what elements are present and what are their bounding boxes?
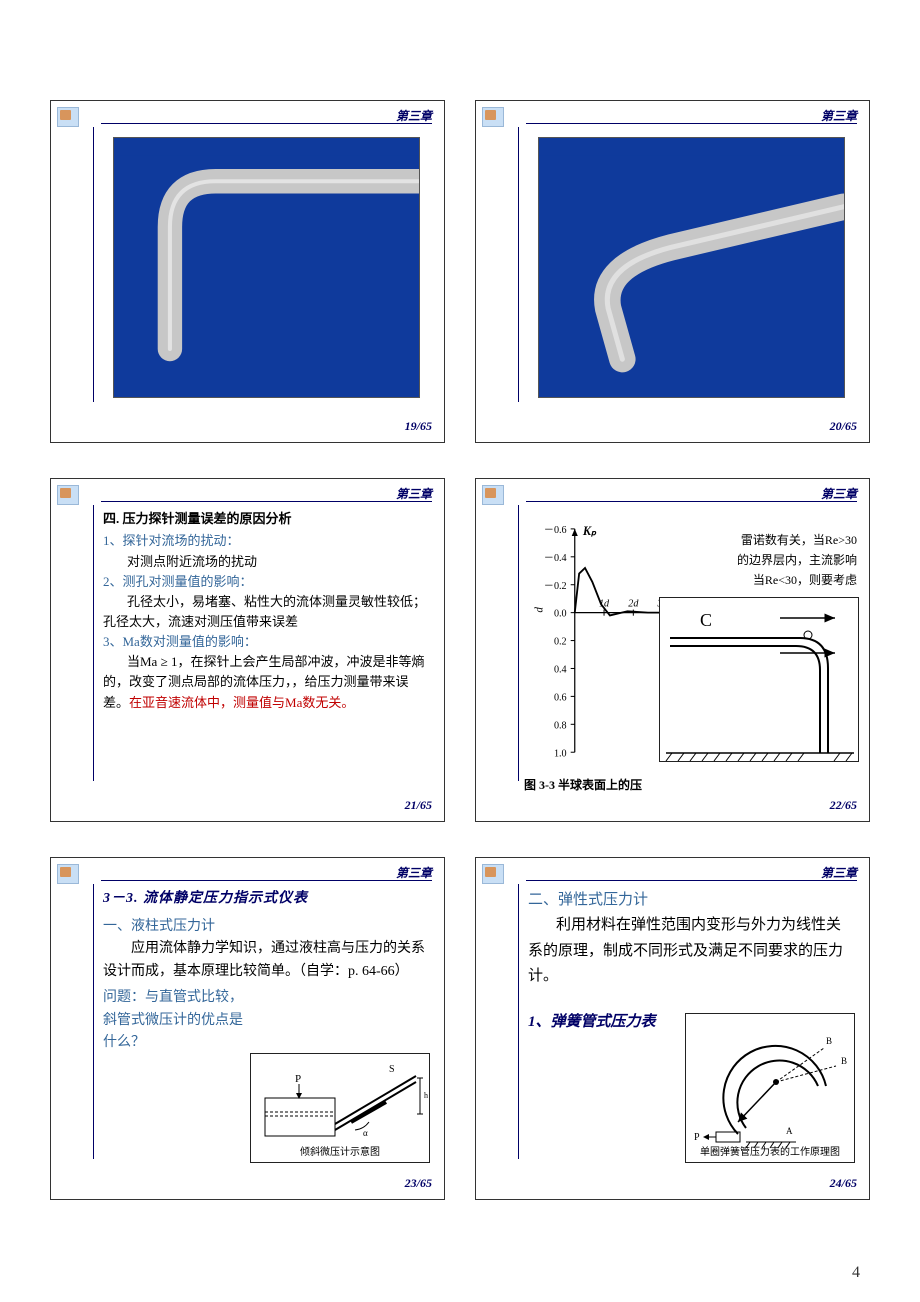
chart-caption: 图 3-3 半球表面上的压 <box>524 776 642 793</box>
svg-text:B: B <box>826 1036 832 1046</box>
svg-text:S: S <box>389 1064 395 1075</box>
reynolds-text-a: 雷诺数有关，当Re>30 <box>741 531 857 548</box>
chapter-label: 第三章 <box>396 485 432 502</box>
slide-pagination: 22/65 <box>830 798 857 813</box>
bourdon-tube-diagram: P A B B 单圈弹簧管压力表的工作原 <box>685 1013 855 1163</box>
divider-horizontal <box>101 880 432 881</box>
slide-content: 四. 压力探针测量误差的原因分析 1、探针对流场的扰动： 对测点附近流场的扰动 … <box>103 509 430 790</box>
slide-decor-icon <box>482 485 504 505</box>
chapter-label: 第三章 <box>396 107 432 124</box>
svg-text:－0.6: －0.6 <box>544 525 567 536</box>
svg-text:0.8: 0.8 <box>554 721 567 732</box>
svg-text:0.2: 0.2 <box>554 637 567 648</box>
probe-c-inset: C <box>659 597 859 762</box>
slide-decor-icon <box>482 864 504 884</box>
divider-horizontal <box>526 123 857 124</box>
reynolds-text-c: 当Re<30，则要考虑 <box>753 571 857 588</box>
subsection-heading: 二、弹性式压力计 <box>528 888 855 914</box>
divider-vertical <box>93 127 94 402</box>
probe-tip-illustration <box>539 138 844 397</box>
svg-text:－0.2: －0.2 <box>544 581 567 592</box>
svg-text:P: P <box>295 1073 301 1085</box>
slide-pagination: 19/65 <box>405 419 432 434</box>
page-number: 4 <box>852 1264 860 1282</box>
slide-decor-icon <box>57 864 79 884</box>
bourdon-svg: P A B B <box>686 1014 856 1164</box>
subsection-heading: 一、液柱式压力计 <box>103 916 430 938</box>
section-heading: 3－3. 流体静定压力指示式仪表 <box>103 888 430 910</box>
divider-horizontal <box>101 501 432 502</box>
chapter-label: 第三章 <box>821 107 857 124</box>
section-title: 四. 压力探针测量误差的原因分析 <box>103 509 430 529</box>
chapter-label: 第三章 <box>821 864 857 881</box>
svg-text:0.4: 0.4 <box>554 665 567 676</box>
page: 第三章 19/65 第三章 <box>0 0 920 1302</box>
svg-text:1.0: 1.0 <box>554 749 567 760</box>
chapter-label: 第三章 <box>396 864 432 881</box>
slide-23: 第三章 3－3. 流体静定压力指示式仪表 一、液柱式压力计 应用流体静力学知识，… <box>50 857 445 1200</box>
svg-text:－0.4: －0.4 <box>544 553 567 564</box>
svg-text:0.0: 0.0 <box>554 609 567 620</box>
slide-decor-icon <box>57 107 79 127</box>
probe-illustration <box>114 138 419 397</box>
point-1-body: 对测点附近流场的扰动 <box>103 552 430 572</box>
slide-grid: 第三章 19/65 第三章 <box>50 100 870 1200</box>
svg-text:Kₚ: Kₚ <box>582 524 597 538</box>
divider-vertical <box>93 884 94 1159</box>
svg-text:2d: 2d <box>628 599 639 610</box>
svg-text:B: B <box>841 1056 847 1066</box>
point-2-body: 孔径太小，易堵塞、粘性大的流体测量灵敏性较低；孔径太大，流速对测压值带来误差 <box>103 592 430 632</box>
slide-pagination: 24/65 <box>830 1176 857 1191</box>
c-label: C <box>700 610 712 630</box>
slide-19: 第三章 19/65 <box>50 100 445 443</box>
svg-text:h: h <box>424 1091 428 1100</box>
svg-text:A: A <box>786 1126 793 1136</box>
body-text: 利用材料在弹性范围内变形与外力为线性关系的原理，制成不同形式及满足不同要求的压力… <box>528 913 855 990</box>
point-2-head: 2、测孔对测量值的影响： <box>103 572 430 592</box>
slide-decor-icon <box>482 107 504 127</box>
slide-pagination: 23/65 <box>405 1176 432 1191</box>
divider-vertical <box>518 127 519 402</box>
question-block: 问题：与直管式比较，斜管式微压计的优点是什么？ <box>103 987 253 1054</box>
divider-horizontal <box>526 501 857 502</box>
question-label: 问题： <box>103 990 145 1005</box>
slide-20: 第三章 20/65 <box>475 100 870 443</box>
slide-decor-icon <box>57 485 79 505</box>
point-1-head: 1、探针对流场的扰动： <box>103 531 430 551</box>
body-text: 应用流体静力学知识，通过液柱高与压力的关系设计而成，基本原理比较简单。（自学：p… <box>103 938 430 983</box>
svg-text:0.6: 0.6 <box>554 693 567 704</box>
svg-text:α: α <box>363 1128 368 1138</box>
divider-horizontal <box>101 123 432 124</box>
slide-pagination: 20/65 <box>830 419 857 434</box>
slide-pagination: 21/65 <box>405 798 432 813</box>
inclined-manometer-diagram: P α S h 倾斜 <box>250 1053 430 1163</box>
diagram-caption: 单圈弹簧管压力表的工作原理图 <box>686 1143 854 1158</box>
chapter-label: 第三章 <box>821 485 857 502</box>
divider-vertical <box>518 505 519 780</box>
svg-text:d: d <box>533 607 545 613</box>
slide-22: 第三章 Kₚ－0.6－0.4－0.20.00.20.40.60.81.01d2d… <box>475 478 870 821</box>
divider-vertical <box>93 505 94 780</box>
divider-horizontal <box>526 880 857 881</box>
point-3-body-b: 在亚音速流体中，测量值与Ma数无关。 <box>129 695 354 710</box>
diagram-caption: 倾斜微压计示意图 <box>251 1143 429 1158</box>
point-3-head: 3、Ma数对测量值的影响： <box>103 632 430 652</box>
slide-21: 第三章 四. 压力探针测量误差的原因分析 1、探针对流场的扰动： 对测点附近流场… <box>50 478 445 821</box>
slide-24: 第三章 二、弹性式压力计 利用材料在弹性范围内变形与外力为线性关系的原理，制成不… <box>475 857 870 1200</box>
point-3-body: 当Ma ≥ 1，在探针上会产生局部冲波，冲波是非等熵的，改变了测点局部的流体压力… <box>103 652 430 712</box>
probe-photo-tip <box>538 137 845 398</box>
divider-vertical <box>518 884 519 1159</box>
probe-photo-bent <box>113 137 420 398</box>
probe-c-diagram: C <box>660 598 860 763</box>
svg-text:P: P <box>694 1132 700 1143</box>
reynolds-text-b: 的边界层内，主流影响 <box>737 551 857 568</box>
